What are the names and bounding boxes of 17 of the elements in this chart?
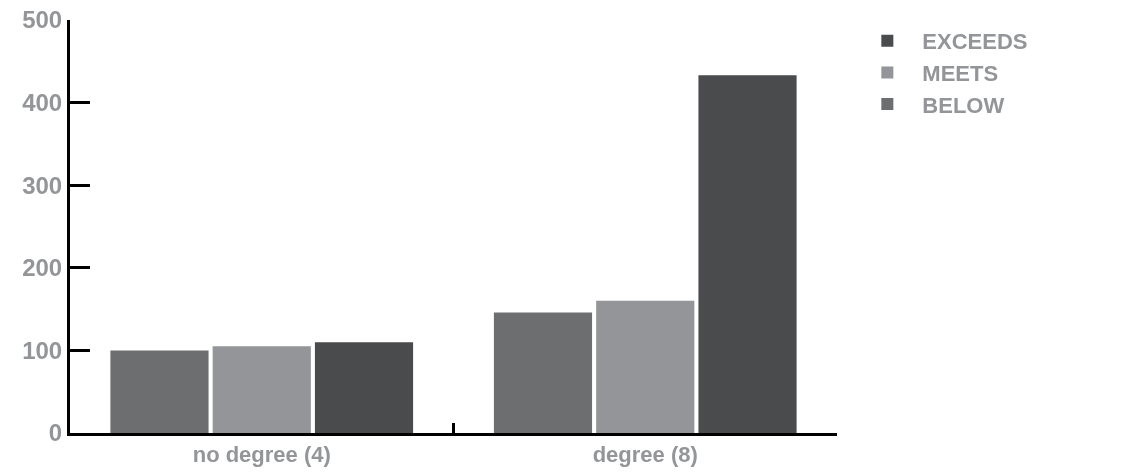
bar	[314, 342, 414, 433]
y-tick-label: 300	[22, 171, 63, 199]
x-tick-label: no degree (4)	[192, 442, 331, 468]
legend-label: EXCEEDS	[922, 29, 1028, 55]
bar	[493, 312, 593, 433]
x-tick-label: degree (8)	[592, 442, 698, 468]
bar	[110, 350, 209, 433]
legend-label: MEETS	[922, 60, 999, 86]
y-tick-label: 200	[22, 254, 63, 282]
y-tick-label: 400	[22, 89, 63, 116]
y-tick-label: 100	[22, 336, 63, 364]
legend-label: BELOW	[922, 92, 1005, 118]
bar	[212, 346, 311, 433]
bar	[698, 75, 797, 433]
y-tick-label: 0	[48, 419, 63, 447]
bar	[596, 300, 695, 433]
y-tick-label: 500	[22, 6, 63, 34]
